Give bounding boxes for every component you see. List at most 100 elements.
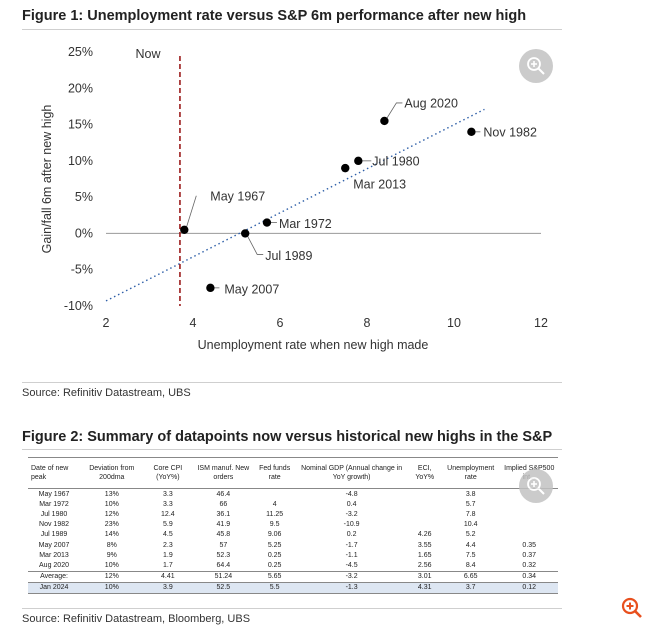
table-cell: 23% [104, 521, 119, 529]
zoom-button[interactable] [519, 469, 553, 503]
column-header: Unemployment rate [440, 457, 501, 489]
table-cell: May 2007 [38, 541, 70, 549]
table-row: Mar 1972 10% 3.3 66 4 0.4 5.7 [28, 499, 558, 509]
zoom-button[interactable] [519, 49, 553, 83]
data-point [354, 156, 363, 166]
table-header-row: Date of new peak Deviation from 200dma Cor… [28, 457, 558, 489]
data-point-label: May 2007 [224, 282, 279, 296]
table-cell: 7.5 [465, 551, 476, 559]
table-cell: 3.3 [162, 490, 173, 498]
table-row: Aug 2020 10% 1.7 64.4 0.25 -4.5 2.56 8.4 0.32 [28, 560, 558, 571]
y-tick-label: 15% [68, 118, 93, 132]
table-cell: 3.8 [465, 490, 476, 498]
table-cell: 10.4 [463, 521, 478, 529]
table-cell: 6.65 [440, 570, 501, 583]
table-cell: 2.3 [162, 541, 173, 549]
table-cell: 46.4 [216, 490, 231, 498]
zoom-in-icon[interactable] [620, 596, 644, 620]
table-cell: 36.1 [216, 510, 231, 518]
table-cell: 51.24 [192, 570, 255, 583]
table-cell: 12% [80, 570, 144, 583]
point-leader-line [184, 195, 197, 231]
source2-rule [22, 608, 562, 609]
data-point [262, 218, 272, 227]
data-point-label: Jul 1989 [265, 249, 312, 263]
table-cell: 0.25 [267, 551, 282, 559]
table-cell: 0.37 [522, 551, 537, 559]
table-cell: 9.5 [269, 521, 280, 529]
table-cell: 4 [272, 500, 277, 508]
table-cell: 3.01 [408, 570, 441, 583]
table-cell: 0.2 [346, 531, 357, 539]
column-header: Nominal GDP (Annual change in YoY growth… [294, 457, 409, 489]
table-cell: 4.4 [465, 541, 476, 549]
table-cell: 0.35 [522, 541, 537, 549]
table-cell: 5.7 [465, 500, 476, 508]
data-point-label: Jul 1980 [372, 154, 419, 168]
table-row: Mar 2013 9% 1.9 52.3 0.25 -1.1 1.65 7.5 0.37 [28, 550, 558, 560]
table-cell: Nov 1982 [39, 521, 69, 529]
table-cell: 52.3 [216, 551, 231, 559]
table-cell: 3.3 [162, 500, 173, 508]
table-cell: 52.5 [192, 581, 255, 594]
x-tick-label: 12 [534, 316, 548, 330]
table-cell: 3.7 [440, 581, 501, 594]
table-body: May 1967 13% 3.3 46.4 -4.8 3.8 Mar 1972 10% 3.3 6… [28, 489, 558, 594]
table-cell: 13% [104, 490, 119, 498]
table-cell: 0.34 [500, 570, 558, 583]
table-cell: 4.31 [408, 581, 441, 594]
title2-rule [22, 449, 562, 450]
table-cell: Jan 2024 [28, 581, 81, 594]
table-cell: May 1967 [38, 490, 70, 498]
table-row: May 2007 8% 2.3 57 5.25 -1.7 3.55 4.4 0.35 [28, 540, 558, 550]
x-tick-label: 6 [277, 316, 284, 330]
table-cell: -1.1 [345, 551, 358, 559]
figure1-title: Figure 1: Unemployment rate versus S&P 6… [22, 8, 527, 24]
x-tick-label: 8 [364, 316, 371, 330]
table-cell: 4.5 [162, 531, 173, 539]
table-cell: 41.9 [216, 521, 231, 529]
column-header: Core CPI (YoY%) [143, 457, 193, 489]
table-cell: 0.25 [267, 561, 282, 569]
table-cell: 64.4 [216, 561, 231, 569]
x-axis-title: Unemployment rate when new high made [198, 338, 429, 352]
table-cell [500, 520, 558, 530]
table-cell: -1.7 [345, 541, 358, 549]
table-cell: 0.12 [500, 581, 558, 594]
data-point [206, 283, 215, 293]
table-cell: 57 [219, 541, 228, 549]
table-cell: 9.06 [267, 531, 282, 539]
table-cell: -3.2 [345, 510, 358, 518]
y-tick-label: 10% [68, 154, 93, 168]
table-cell: 1.65 [417, 551, 432, 559]
table-cell: 9% [106, 551, 117, 559]
y-tick-label: 25% [68, 45, 93, 59]
table-cell [409, 489, 441, 500]
data-point [341, 163, 350, 173]
table-cell: 10% [80, 581, 144, 594]
table-cell: 45.8 [216, 531, 231, 539]
table-cell: 11.25 [266, 510, 284, 518]
table-cell: 7.8 [465, 510, 476, 518]
table-row: Nov 1982 23% 5.9 41.9 9.5 -10.9 10.4 [28, 520, 558, 530]
x-tick-label: 10 [447, 316, 461, 330]
title-rule [22, 29, 562, 30]
table-cell: Mar 2013 [39, 551, 69, 559]
source-rule [22, 382, 562, 383]
y-tick-label: -5% [71, 263, 93, 277]
table-cell [409, 509, 441, 519]
trend-line [105, 108, 485, 302]
zoom-in-icon [527, 477, 545, 495]
table-cell: 3.9 [143, 581, 193, 594]
data-point [180, 225, 189, 234]
current-row: Jan 2024 10% 3.9 52.5 5.5 -1.3 4.31 3.7 0.12 [28, 581, 558, 594]
data-point [380, 116, 389, 126]
y-tick-label: -10% [64, 299, 93, 313]
data-point [467, 127, 476, 137]
table-cell [409, 520, 441, 530]
column-header: Fed funds rate [254, 457, 295, 489]
table-cell: 5.65 [254, 570, 295, 583]
table-cell: 0.32 [522, 561, 537, 569]
data-point-label: Mar 1972 [279, 217, 332, 231]
y-tick-label: 0% [75, 226, 93, 240]
